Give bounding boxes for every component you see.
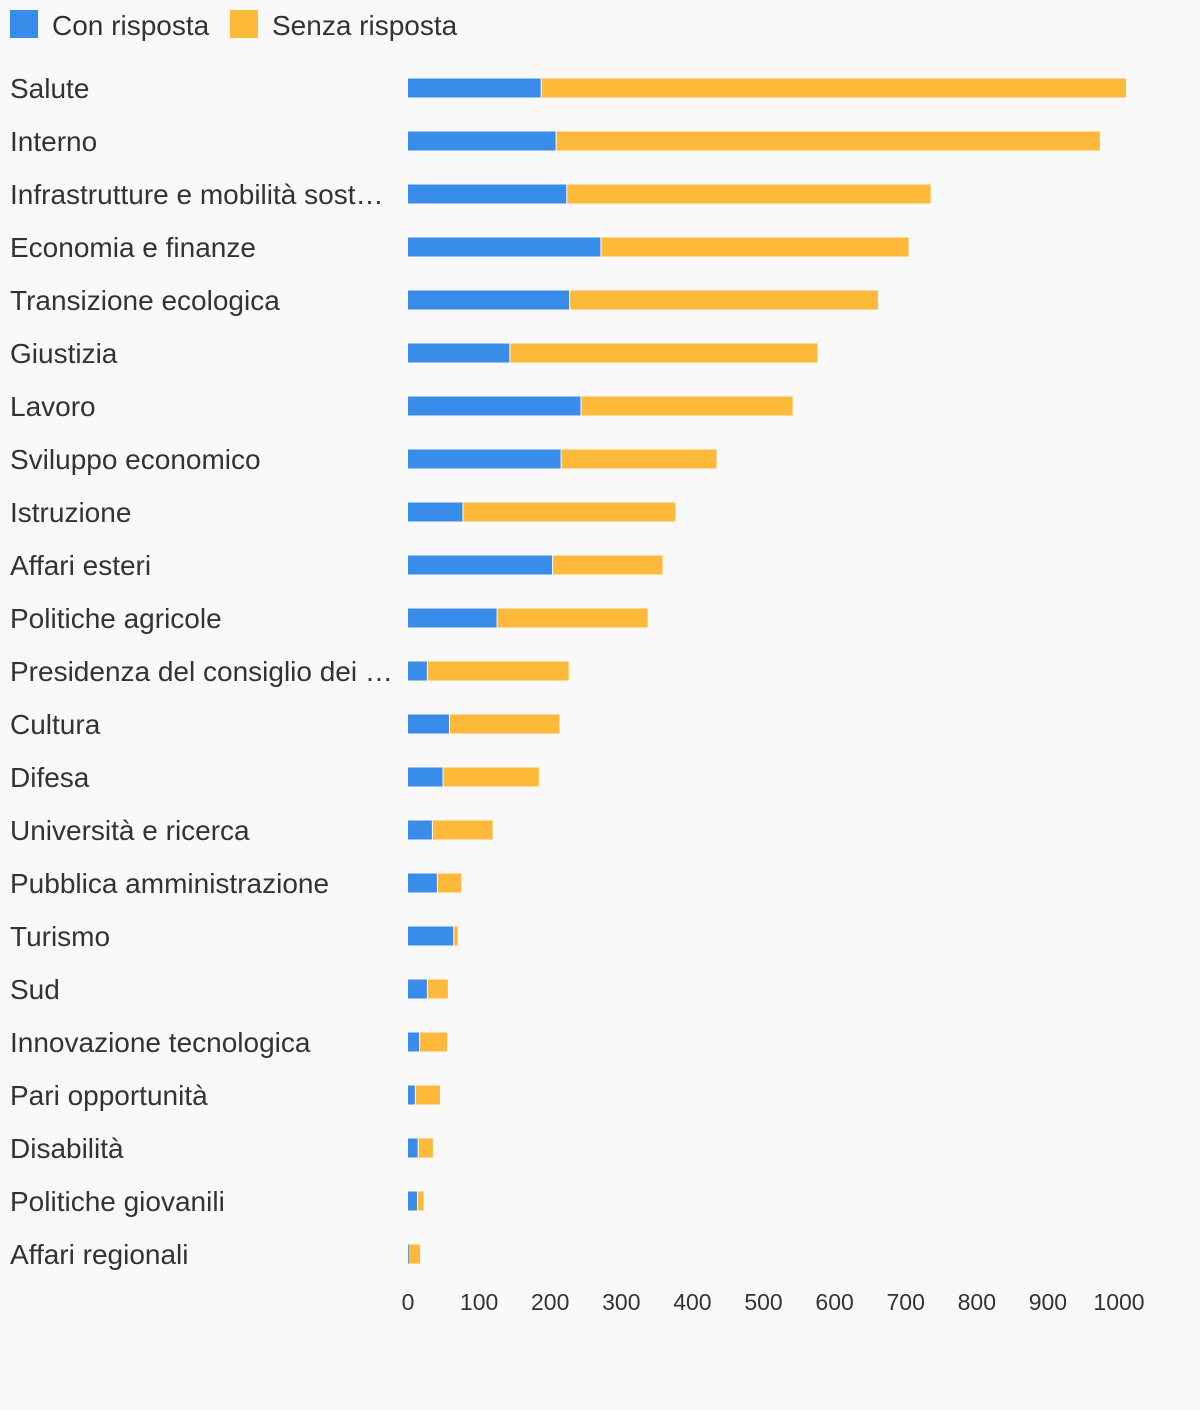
bar-senza-risposta-pubblica-amministrazione[interactable] bbox=[437, 873, 462, 893]
bar-senza-risposta-economia-e-finanze[interactable] bbox=[601, 237, 909, 257]
category-label-innovazione-tecnologica: Innovazione tecnologica bbox=[10, 1027, 311, 1058]
bar-con-risposta-politiche-agricole[interactable] bbox=[408, 608, 497, 628]
bar-senza-risposta-cultura[interactable] bbox=[449, 714, 560, 734]
bar-con-risposta-pubblica-amministrazione[interactable] bbox=[408, 873, 437, 893]
x-tick-label-500: 500 bbox=[744, 1289, 782, 1315]
category-label-politiche-giovanili: Politiche giovanili bbox=[10, 1186, 225, 1217]
bar-senza-risposta-innovazione-tecnologica[interactable] bbox=[420, 1032, 448, 1052]
bar-con-risposta-politiche-giovanili[interactable] bbox=[408, 1191, 417, 1211]
bar-con-risposta-interno[interactable] bbox=[408, 131, 556, 151]
category-label-affari-regionali: Affari regionali bbox=[10, 1239, 188, 1270]
bar-con-risposta-istruzione[interactable] bbox=[408, 502, 463, 522]
bar-senza-risposta-turismo[interactable] bbox=[454, 926, 458, 946]
bar-con-risposta-disabilita[interactable] bbox=[408, 1138, 418, 1158]
category-label-cultura: Cultura bbox=[10, 709, 101, 740]
bar-senza-risposta-lavoro[interactable] bbox=[581, 396, 793, 416]
category-label-presidenza-del-consiglio-dei: Presidenza del consiglio dei … bbox=[10, 656, 393, 687]
category-label-economia-e-finanze: Economia e finanze bbox=[10, 232, 256, 263]
bar-senza-risposta-universita-e-ricerca[interactable] bbox=[432, 820, 493, 840]
category-label-universita-e-ricerca: Università e ricerca bbox=[10, 815, 250, 846]
x-axis: 0 100 200 300 400 500 600 700 800 900 1000 bbox=[402, 1289, 1145, 1315]
category-label-affari-esteri: Affari esteri bbox=[10, 550, 151, 581]
legend-label-senza-risposta[interactable]: Senza risposta bbox=[272, 10, 458, 41]
bar-senza-risposta-istruzione[interactable] bbox=[463, 502, 676, 522]
x-tick-label-1000: 1000 bbox=[1093, 1289, 1144, 1315]
bar-con-risposta-universita-e-ricerca[interactable] bbox=[408, 820, 432, 840]
x-tick-label-700: 700 bbox=[887, 1289, 925, 1315]
bar-senza-risposta-salute[interactable] bbox=[541, 78, 1127, 98]
bar-con-risposta-innovazione-tecnologica[interactable] bbox=[408, 1032, 420, 1052]
x-tick-label-0: 0 bbox=[402, 1289, 415, 1315]
bar-senza-risposta-disabilita[interactable] bbox=[418, 1138, 433, 1158]
bar-senza-risposta-sviluppo-economico[interactable] bbox=[561, 449, 717, 469]
bar-senza-risposta-presidenza-del-consiglio-dei[interactable] bbox=[427, 661, 569, 681]
bar-con-risposta-economia-e-finanze[interactable] bbox=[408, 237, 601, 257]
category-label-pubblica-amministrazione: Pubblica amministrazione bbox=[10, 868, 329, 899]
x-tick-label-200: 200 bbox=[531, 1289, 569, 1315]
bar-senza-risposta-transizione-ecologica[interactable] bbox=[570, 290, 878, 310]
x-tick-label-600: 600 bbox=[815, 1289, 853, 1315]
bar-con-risposta-difesa[interactable] bbox=[408, 767, 443, 787]
category-label-lavoro: Lavoro bbox=[10, 391, 96, 422]
x-tick-label-400: 400 bbox=[673, 1289, 711, 1315]
category-labels: Salute Interno Infrastrutture e mobilità s… bbox=[10, 73, 393, 1270]
bar-senza-risposta-affari-regionali[interactable] bbox=[408, 1244, 421, 1264]
bar-con-risposta-lavoro[interactable] bbox=[408, 396, 581, 416]
bar-con-risposta-pari-opportunita[interactable] bbox=[408, 1085, 415, 1105]
bar-con-risposta-transizione-ecologica[interactable] bbox=[408, 290, 570, 310]
bar-senza-risposta-politiche-agricole[interactable] bbox=[497, 608, 648, 628]
category-label-politiche-agricole: Politiche agricole bbox=[10, 603, 222, 634]
bar-senza-risposta-infrastrutture-e-mobilita-sost[interactable] bbox=[567, 184, 931, 204]
x-tick-label-800: 800 bbox=[958, 1289, 996, 1315]
bar-con-risposta-cultura[interactable] bbox=[408, 714, 449, 734]
category-label-infrastrutture-e-mobilita-sost: Infrastrutture e mobilità sost… bbox=[10, 179, 383, 210]
bar-senza-risposta-difesa[interactable] bbox=[443, 767, 539, 787]
x-tick-label-100: 100 bbox=[460, 1289, 498, 1315]
x-tick-label-300: 300 bbox=[602, 1289, 640, 1315]
legend: Con risposta Senza risposta bbox=[10, 10, 458, 41]
category-label-istruzione: Istruzione bbox=[10, 497, 131, 528]
bar-con-risposta-sud[interactable] bbox=[408, 979, 427, 999]
bar-con-risposta-infrastrutture-e-mobilita-sost[interactable] bbox=[408, 184, 567, 204]
category-label-giustizia: Giustizia bbox=[10, 338, 118, 369]
bar-con-risposta-affari-regionali[interactable] bbox=[408, 1244, 409, 1264]
bar-senza-risposta-interno[interactable] bbox=[556, 131, 1100, 151]
bar-con-risposta-presidenza-del-consiglio-dei[interactable] bbox=[408, 661, 427, 681]
category-label-transizione-ecologica: Transizione ecologica bbox=[10, 285, 280, 316]
x-tick-label-900: 900 bbox=[1029, 1289, 1067, 1315]
bar-senza-risposta-sud[interactable] bbox=[427, 979, 448, 999]
legend-label-con-risposta[interactable]: Con risposta bbox=[52, 10, 210, 41]
bar-con-risposta-salute[interactable] bbox=[408, 78, 541, 98]
category-label-interno: Interno bbox=[10, 126, 97, 157]
category-label-salute: Salute bbox=[10, 73, 89, 104]
legend-swatch-con-risposta[interactable] bbox=[10, 10, 38, 38]
bar-senza-risposta-politiche-giovanili[interactable] bbox=[417, 1191, 424, 1211]
bar-senza-risposta-pari-opportunita[interactable] bbox=[415, 1085, 440, 1105]
bar-con-risposta-turismo[interactable] bbox=[408, 926, 454, 946]
legend-swatch-senza-risposta[interactable] bbox=[230, 10, 258, 38]
bar-senza-risposta-affari-esteri[interactable] bbox=[553, 555, 663, 575]
bar-con-risposta-sviluppo-economico[interactable] bbox=[408, 449, 561, 469]
category-label-pari-opportunita: Pari opportunità bbox=[10, 1080, 208, 1111]
category-label-difesa: Difesa bbox=[10, 762, 90, 793]
category-label-disabilita: Disabilità bbox=[10, 1133, 124, 1164]
bar-con-risposta-giustizia[interactable] bbox=[408, 343, 510, 363]
category-label-sviluppo-economico: Sviluppo economico bbox=[10, 444, 261, 475]
category-label-sud: Sud bbox=[10, 974, 60, 1005]
bars bbox=[408, 78, 1127, 1264]
bar-con-risposta-affari-esteri[interactable] bbox=[408, 555, 553, 575]
category-label-turismo: Turismo bbox=[10, 921, 110, 952]
bar-senza-risposta-giustizia[interactable] bbox=[510, 343, 818, 363]
